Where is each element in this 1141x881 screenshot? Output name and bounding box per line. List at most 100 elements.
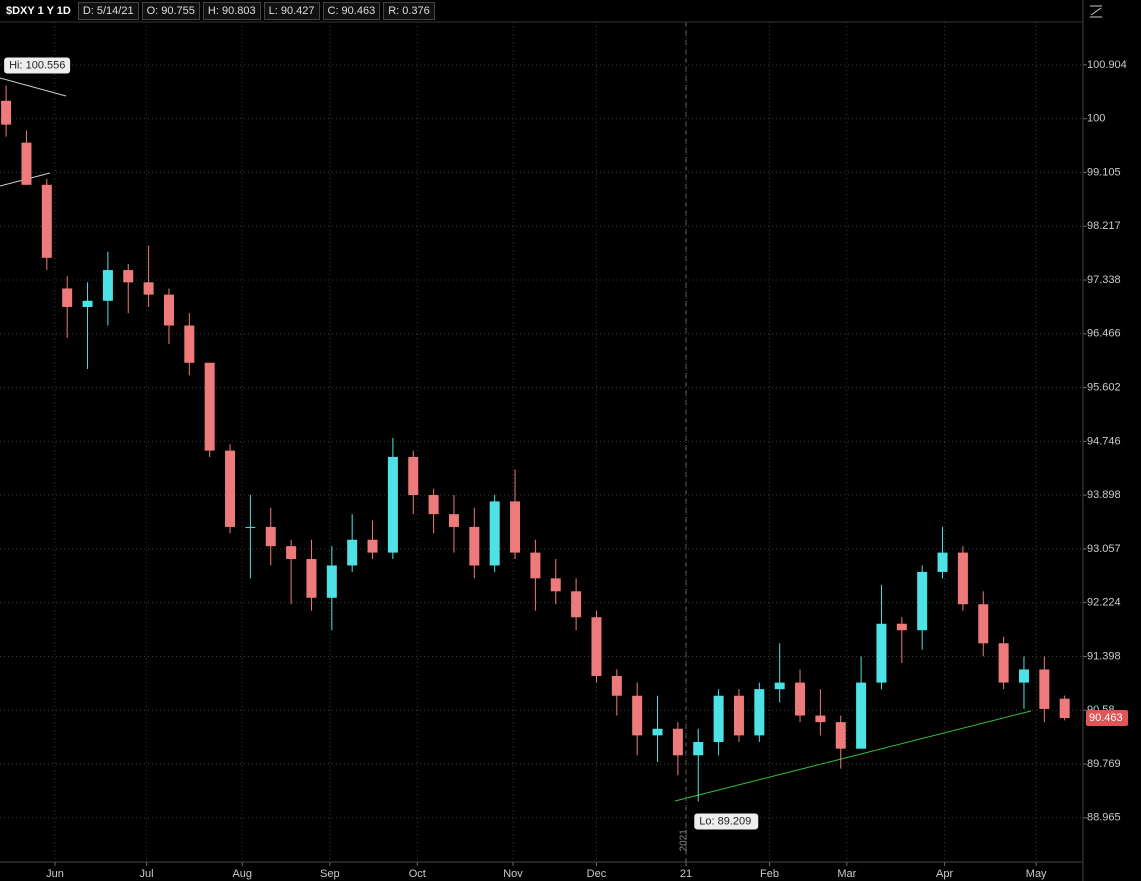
- header-field: R: 0.376: [383, 2, 435, 20]
- candle-body: [387, 456, 398, 553]
- candle-body: [204, 362, 215, 451]
- year-marker: 2021: [679, 829, 690, 852]
- x-tick-label: Apr: [936, 868, 953, 880]
- x-tick-label: Dec: [587, 868, 607, 880]
- y-tick-label: 92.224: [1087, 597, 1121, 609]
- x-tick-label: Nov: [503, 868, 523, 880]
- y-tick-label: 91.398: [1087, 650, 1121, 662]
- candle-body: [408, 456, 419, 496]
- last-price: 90.463: [1089, 712, 1123, 724]
- x-tick-label: May: [1026, 868, 1047, 880]
- candle-body: [733, 695, 744, 736]
- candle-body: [754, 689, 765, 736]
- candle-body: [62, 288, 73, 307]
- x-tick-label: Oct: [409, 868, 426, 880]
- candle-body: [672, 728, 683, 756]
- candle-body: [795, 682, 806, 716]
- candle-body: [123, 270, 134, 283]
- candle-body: [1018, 669, 1029, 683]
- header-field: L: 90.427: [263, 2, 320, 20]
- header-field: $DXY 1 Y 1D: [6, 5, 71, 17]
- last-price-box: [1086, 709, 1128, 726]
- candle-body: [591, 617, 602, 677]
- trend-line: [674, 710, 1032, 802]
- y-tick-label: 99.105: [1087, 166, 1121, 178]
- candle-body: [550, 578, 561, 592]
- y-tick-label: 88.965: [1087, 812, 1121, 824]
- candle-body: [225, 450, 236, 527]
- candle-body: [367, 539, 378, 553]
- y-tick-label: 93.057: [1087, 543, 1121, 555]
- candle-body: [21, 142, 32, 185]
- x-tick-label: Feb: [760, 868, 779, 880]
- candle-body: [693, 742, 704, 756]
- candle-body: [41, 184, 52, 258]
- candle-body: [82, 300, 93, 307]
- low-label: Lo: 89.209: [699, 815, 751, 827]
- candle-body: [571, 591, 582, 618]
- plot-area: [0, 22, 1083, 862]
- candle-body: [1, 100, 12, 125]
- candle-body: [510, 501, 521, 553]
- candle-body: [286, 546, 297, 560]
- header-field: D: 5/14/21: [77, 2, 139, 20]
- candle-body: [428, 495, 439, 515]
- candle-body: [489, 501, 500, 566]
- y-tick-label: 95.602: [1087, 382, 1121, 394]
- candle-body: [815, 715, 826, 723]
- y-tick-label: 96.466: [1087, 328, 1121, 340]
- candle-body: [632, 695, 643, 736]
- y-tick-label: 100: [1087, 113, 1105, 125]
- high-label: Hi: 100.556: [9, 59, 65, 71]
- x-tick-label: Jun: [46, 868, 64, 880]
- candle-body: [876, 623, 887, 683]
- x-tick-label: Aug: [232, 868, 252, 880]
- candle-body: [530, 552, 541, 579]
- low-label-box: [694, 813, 759, 830]
- x-tick-label: 21: [680, 868, 692, 880]
- candle-body: [998, 643, 1009, 683]
- candle-body: [774, 682, 785, 690]
- candle-body: [713, 695, 724, 743]
- x-tick-label: Sep: [320, 868, 340, 880]
- x-tick-label: Mar: [837, 868, 856, 880]
- candle-body: [978, 604, 989, 644]
- candle-body: [347, 539, 358, 566]
- candle-body: [1059, 698, 1070, 718]
- y-tick-label: 94.746: [1087, 435, 1121, 447]
- candle-body: [856, 682, 867, 749]
- candle-body: [896, 623, 907, 631]
- candle-body: [245, 526, 256, 528]
- candle-body: [937, 552, 948, 572]
- y-tick-label: 89.769: [1087, 758, 1121, 770]
- candle-body: [306, 559, 317, 598]
- header-field: C: 90.463: [322, 2, 381, 20]
- header: $DXY 1 Y 1D D: 5/14/21 O: 90.755 H: 90.803 L…: [0, 0, 435, 22]
- candle-body: [102, 270, 113, 301]
- settings-icon[interactable]: [1090, 5, 1102, 18]
- candle-body: [652, 728, 663, 736]
- y-tick-label: 100.904: [1087, 59, 1127, 71]
- candle-body: [163, 294, 174, 326]
- y-tick-label: 93.898: [1087, 489, 1121, 501]
- candle-body: [143, 282, 154, 295]
- candle-body: [957, 552, 968, 605]
- candle-body: [184, 325, 195, 363]
- high-label-box: [4, 57, 71, 74]
- candle-body: [611, 676, 622, 696]
- trend-line: [0, 77, 67, 97]
- candle-body: [265, 526, 276, 547]
- candle-body: [469, 526, 480, 566]
- candle-body: [448, 514, 459, 527]
- x-tick-label: Jul: [140, 868, 154, 880]
- y-tick-label: 97.338: [1087, 274, 1121, 286]
- header-field: O: 90.755: [141, 2, 200, 20]
- candle-body: [835, 722, 846, 749]
- y-tick-label: 98.217: [1087, 220, 1121, 232]
- candle-body: [917, 571, 928, 631]
- header-field: H: 90.803: [202, 2, 261, 20]
- candle-body: [1039, 669, 1050, 709]
- candle-body: [326, 565, 337, 598]
